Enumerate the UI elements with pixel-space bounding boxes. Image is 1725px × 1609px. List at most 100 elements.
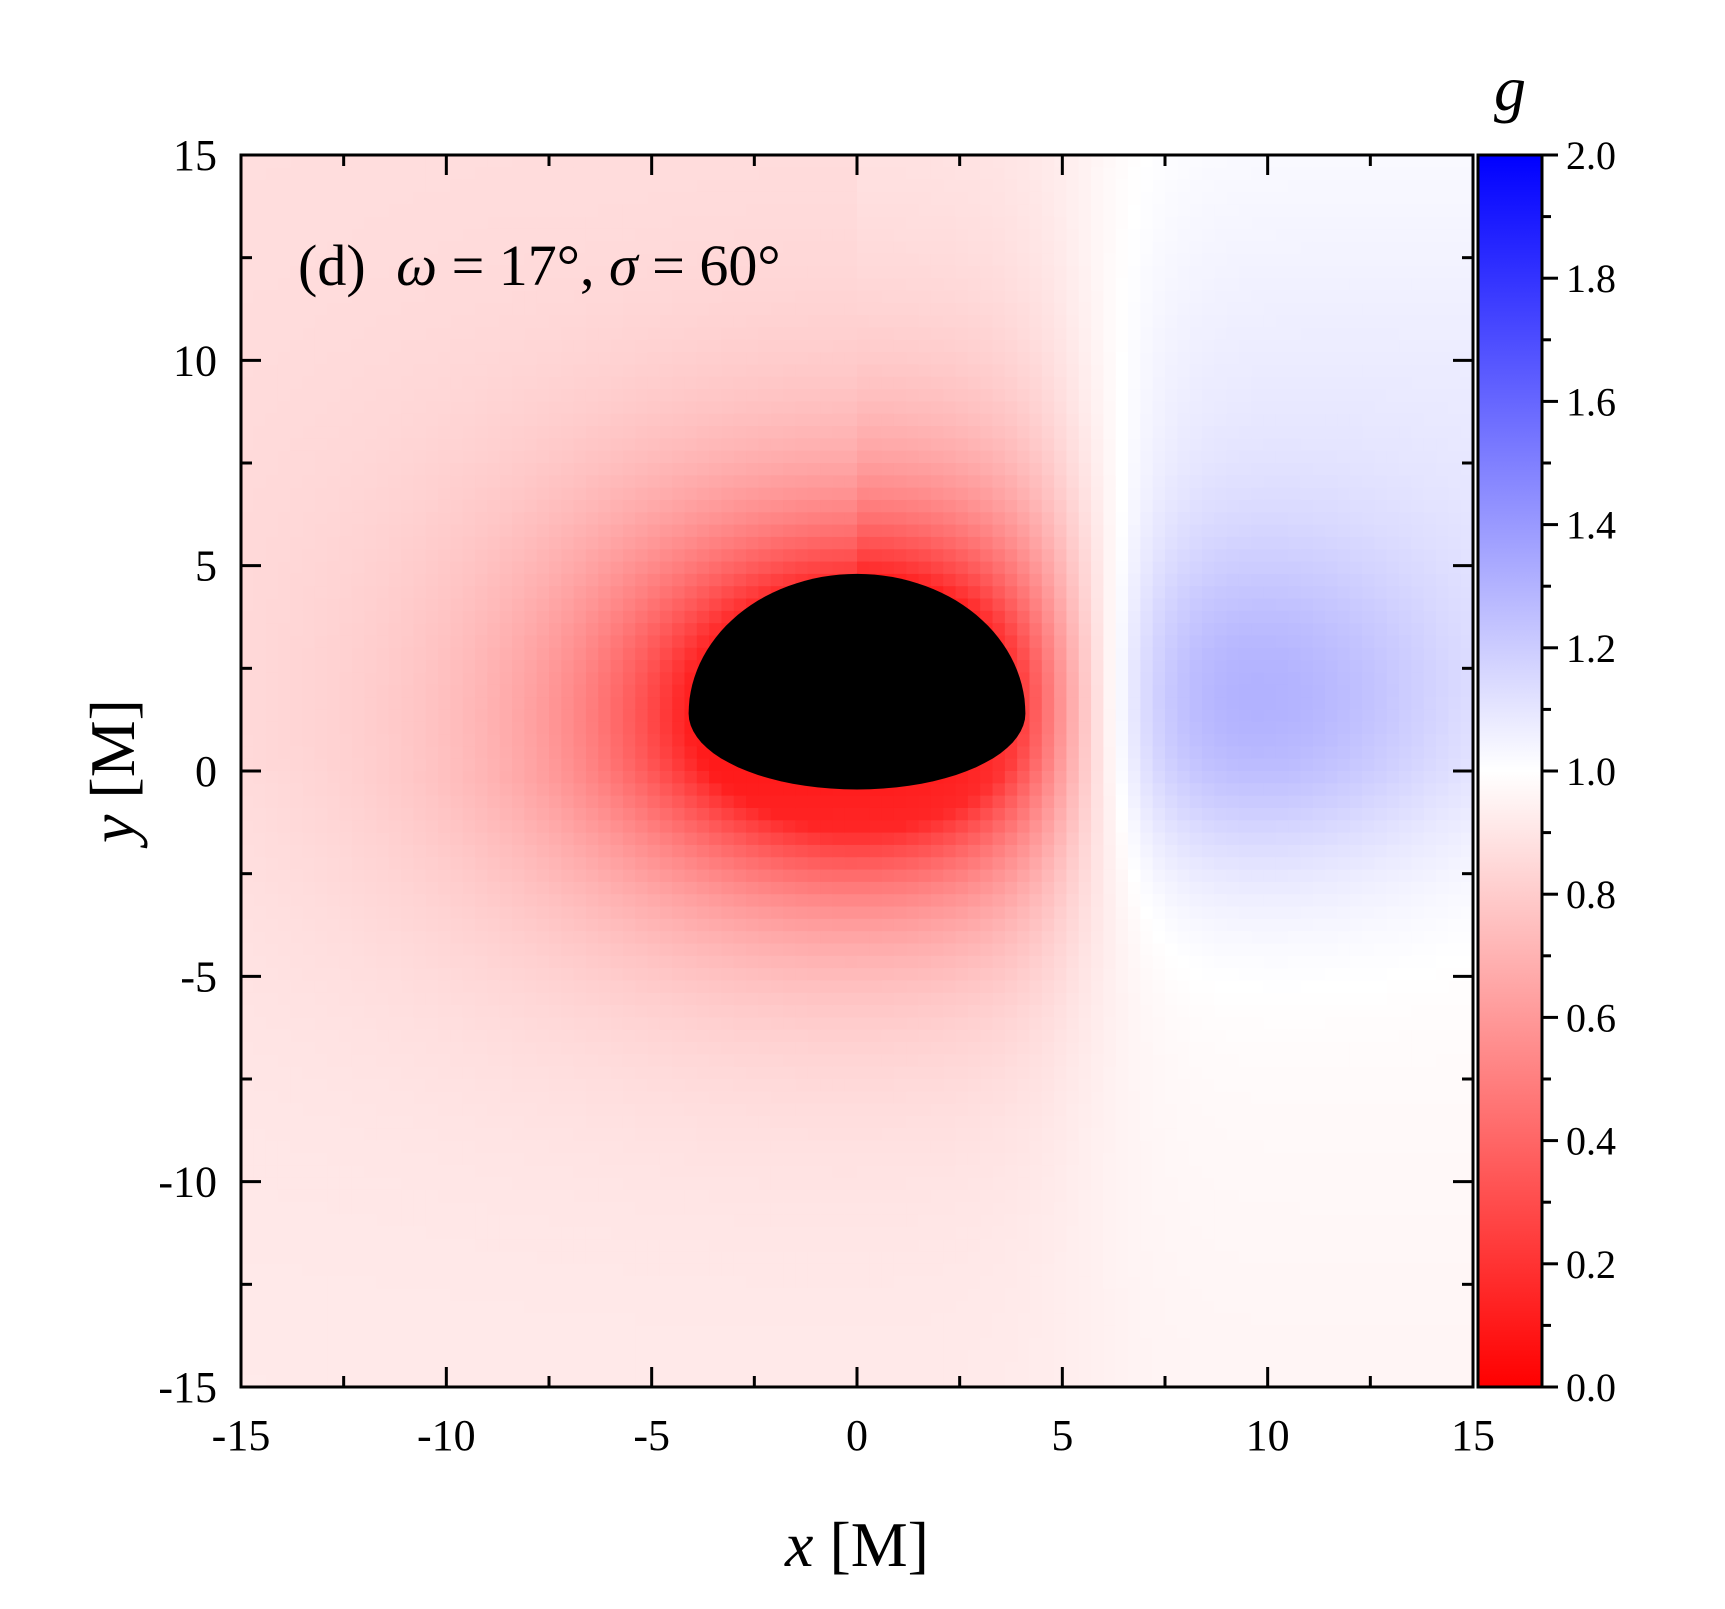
heatmap-cell [622,1091,636,1105]
heatmap-cell [314,475,328,489]
heatmap-cell [425,635,439,649]
heatmap-cell [290,881,304,895]
heatmap-cell [758,1152,772,1166]
heatmap-cell [807,413,821,427]
heatmap-cell [709,1079,723,1092]
heatmap-cell [659,1177,673,1191]
heatmap-cell [807,906,821,920]
heatmap-cell [475,1251,488,1265]
heatmap-cell [512,1042,525,1055]
heatmap-cell [512,881,525,895]
heatmap-cell [795,1152,809,1166]
heatmap-cell [647,1251,661,1265]
heatmap-cell [401,771,415,784]
heatmap-cell [635,155,649,168]
heatmap-cell [364,155,378,168]
heatmap-cell [388,315,402,329]
heatmap-cell [549,475,562,489]
heatmap-cell [388,1177,402,1191]
heatmap-cell [561,771,575,784]
heatmap-cell [635,573,649,587]
heatmap-cell [401,1214,415,1228]
heatmap-cell [635,413,649,427]
heatmap-cell [524,1177,538,1191]
heatmap-cell [549,438,562,452]
heatmap-cell [561,943,575,957]
heatmap-cell [832,1325,846,1339]
heatmap-cell [388,709,402,723]
heatmap-cell [475,586,488,600]
heatmap-cell [549,857,562,871]
heatmap-cell [721,1128,735,1142]
heatmap-cell [413,290,427,304]
heatmap-cell [364,783,378,797]
heatmap-cell [376,389,390,402]
heatmap-cell [610,844,624,858]
heatmap-cell [635,1263,649,1277]
heatmap-cell [512,487,525,501]
heatmap-cell [746,561,760,575]
heatmap-cell [339,832,353,846]
heatmap-cell [339,450,353,464]
heatmap-cell [746,1226,760,1240]
heatmap-cell [487,894,501,908]
heatmap-cell [241,438,254,452]
heatmap-cell [388,512,402,526]
heatmap-cell [487,968,501,982]
heatmap-cell [339,536,353,550]
heatmap-cell [844,943,858,957]
heatmap-cell [598,1350,612,1363]
heatmap-cell [573,512,587,526]
heatmap-cell [647,191,661,205]
heatmap-cell [290,931,304,945]
heatmap-cell [524,1276,538,1290]
heatmap-cell [438,1128,452,1142]
heatmap-cell [277,512,291,526]
heatmap-cell [351,807,365,821]
heatmap-cell [733,1288,747,1302]
heatmap-cell [277,290,291,304]
heatmap-cell [425,278,439,292]
heatmap-cell [684,376,698,390]
heatmap-cell [733,512,747,526]
heatmap-cell [327,758,341,772]
heatmap-cell [376,610,390,624]
heatmap-cell [253,561,267,575]
heatmap-cell [425,512,439,526]
heatmap-cell [622,216,636,230]
heatmap-cell [438,1165,452,1179]
heatmap-cell [388,980,402,994]
heatmap-cell [561,992,575,1006]
heatmap-cell [696,906,710,920]
heatmap-cell [807,820,821,834]
heatmap-cell [807,1054,821,1068]
heatmap-cell [302,980,316,994]
heatmap-cell [536,992,550,1006]
heatmap-cell [536,438,550,452]
heatmap-cell [364,191,378,205]
heatmap-cell [758,857,772,871]
heatmap-cell [475,721,488,735]
heatmap-cell [462,684,476,698]
heatmap-cell [610,549,624,563]
heatmap-cell [265,1239,279,1253]
heatmap-cell [241,549,254,563]
heatmap-cell [376,536,390,550]
heatmap-cell [351,376,365,390]
heatmap-cell [327,598,341,612]
heatmap-cell [388,1337,402,1351]
heatmap-cell [241,191,254,205]
heatmap-cell [549,647,562,661]
heatmap-cell [253,253,267,267]
heatmap-cell [277,869,291,883]
heatmap-cell [401,376,415,390]
heatmap-cell [499,1202,513,1216]
heatmap-cell [807,364,821,378]
heatmap-cell [302,1103,316,1117]
heatmap-cell [622,475,636,489]
heatmap-cell [684,1152,698,1166]
heatmap-cell [573,955,587,969]
heatmap-cell [709,327,723,341]
heatmap-cell [376,1128,390,1142]
heatmap-cell [499,536,513,550]
